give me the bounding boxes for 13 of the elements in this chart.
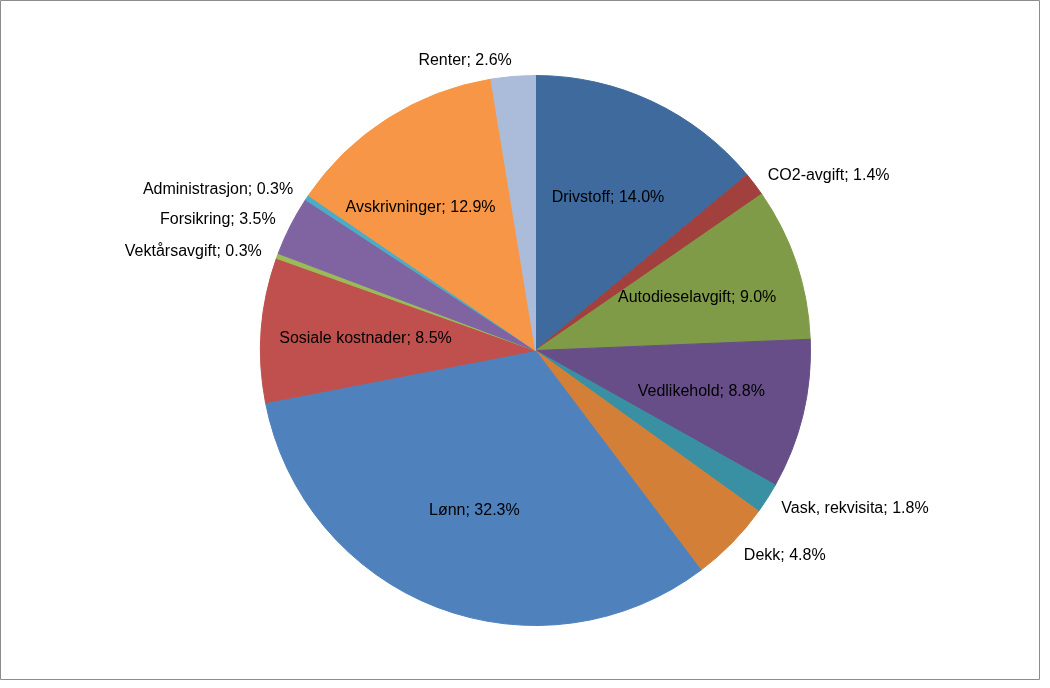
slice-label: Autodieselavgift; 9.0% bbox=[618, 287, 777, 305]
slice-label: Lønn; 32.3% bbox=[428, 501, 520, 519]
slice-label: Administrasjon; 0.3% bbox=[142, 179, 294, 197]
slice-label: Vask, rekvisita; 1.8% bbox=[781, 498, 929, 516]
slice-label: Sosiale kostnader; 8.5% bbox=[279, 329, 452, 347]
slice-label: Dekk; 4.8% bbox=[743, 545, 826, 563]
slice-label: Renter; 2.6% bbox=[418, 51, 512, 69]
slice-label: CO2-avgift; 1.4% bbox=[767, 165, 890, 183]
slice-label: Vektårsavgift; 0.3% bbox=[124, 241, 262, 259]
slice-label: Vedlikehold; 8.8% bbox=[637, 381, 765, 399]
slice-label: Drivstoff; 14.0% bbox=[551, 187, 665, 205]
slice-label: Forsikring; 3.5% bbox=[160, 209, 276, 227]
slice-label: Avskrivninger; 12.9% bbox=[345, 198, 496, 216]
